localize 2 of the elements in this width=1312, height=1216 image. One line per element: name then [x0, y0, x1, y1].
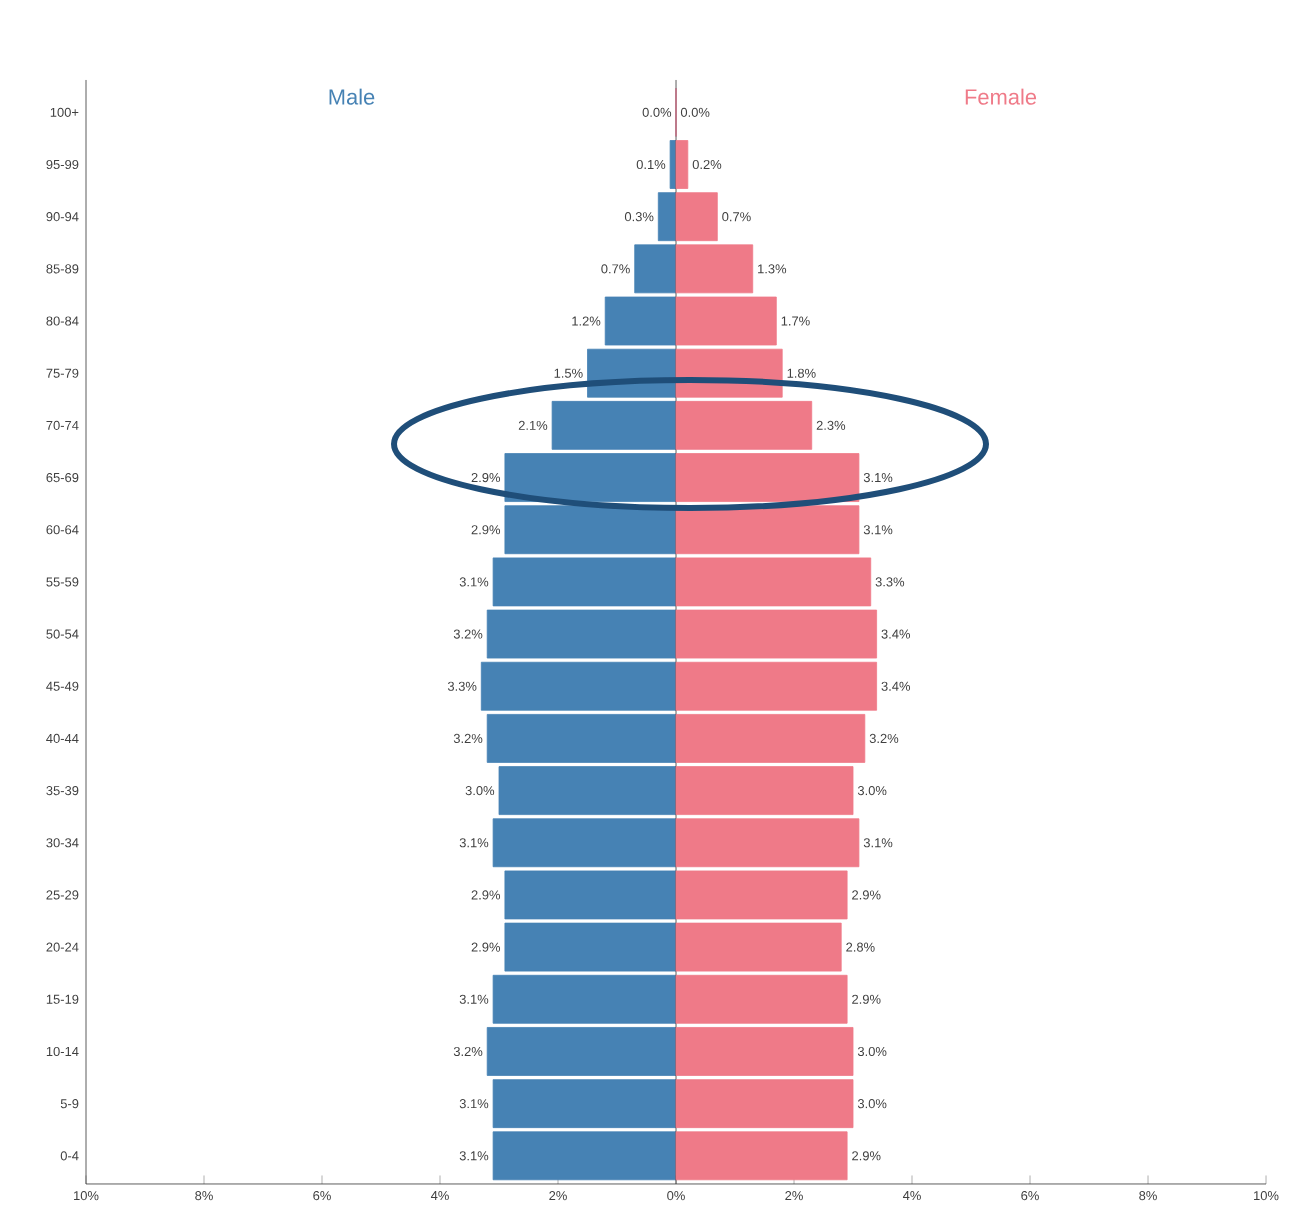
text: Female: [965, 88, 1037, 105]
text: Male: [329, 88, 375, 105]
